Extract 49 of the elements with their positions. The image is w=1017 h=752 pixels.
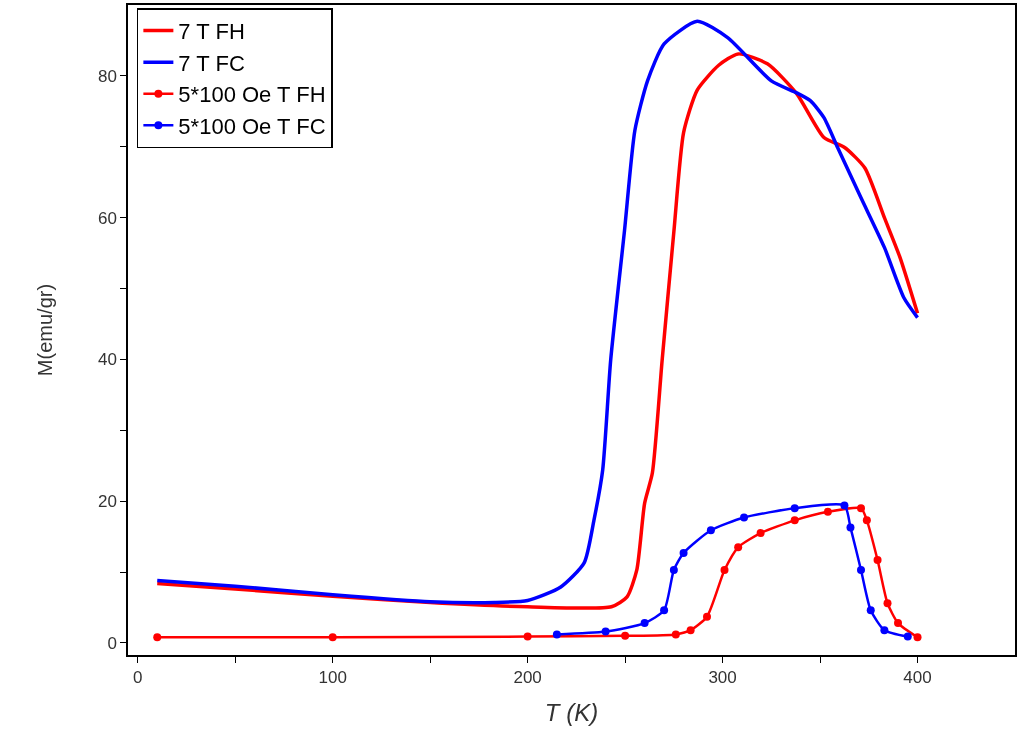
point bbox=[686, 626, 695, 635]
point bbox=[679, 548, 688, 557]
point bbox=[873, 556, 882, 565]
point bbox=[913, 633, 922, 642]
point bbox=[669, 565, 678, 574]
y-tick-label: 0 bbox=[107, 633, 117, 653]
x-tick-label: 0 bbox=[133, 668, 143, 688]
x-tick-label: 400 bbox=[903, 668, 932, 688]
point bbox=[706, 526, 715, 535]
x-axis-title: T (K) bbox=[544, 698, 599, 726]
y-tick-label: 20 bbox=[97, 492, 117, 512]
x-tick-label: 200 bbox=[513, 668, 542, 688]
legend-label: 7 T FC bbox=[178, 50, 245, 76]
point bbox=[846, 523, 855, 532]
point bbox=[153, 633, 162, 642]
point bbox=[866, 606, 875, 615]
point bbox=[894, 619, 903, 628]
x-tick-label: 300 bbox=[708, 668, 737, 688]
point bbox=[862, 516, 871, 525]
point bbox=[720, 565, 729, 574]
point bbox=[790, 504, 799, 513]
y-tick-label: 40 bbox=[97, 350, 117, 370]
y-tick-label: 80 bbox=[97, 66, 117, 86]
point bbox=[702, 612, 711, 621]
point bbox=[660, 606, 669, 615]
legend-label: 5*100 Oe T FH bbox=[178, 82, 326, 108]
point bbox=[856, 504, 865, 513]
y-axis-title: M(emu/gr) bbox=[33, 283, 56, 377]
point bbox=[840, 501, 849, 510]
legend-label: 7 T FH bbox=[178, 19, 245, 45]
y-tick-label: 60 bbox=[97, 208, 117, 228]
point bbox=[328, 633, 337, 642]
point bbox=[790, 516, 799, 525]
point bbox=[621, 631, 630, 640]
legend-label: 5*100 Oe T FC bbox=[178, 113, 326, 139]
point bbox=[756, 529, 765, 538]
point bbox=[856, 565, 865, 574]
point bbox=[552, 630, 561, 639]
point bbox=[880, 626, 889, 635]
point bbox=[671, 630, 680, 639]
point bbox=[523, 632, 532, 641]
x-tick-label: 100 bbox=[318, 668, 347, 688]
point bbox=[903, 632, 912, 641]
point bbox=[640, 619, 649, 628]
point bbox=[883, 599, 892, 608]
point bbox=[823, 507, 832, 516]
point bbox=[734, 543, 743, 552]
point bbox=[601, 627, 610, 636]
point bbox=[740, 513, 749, 522]
